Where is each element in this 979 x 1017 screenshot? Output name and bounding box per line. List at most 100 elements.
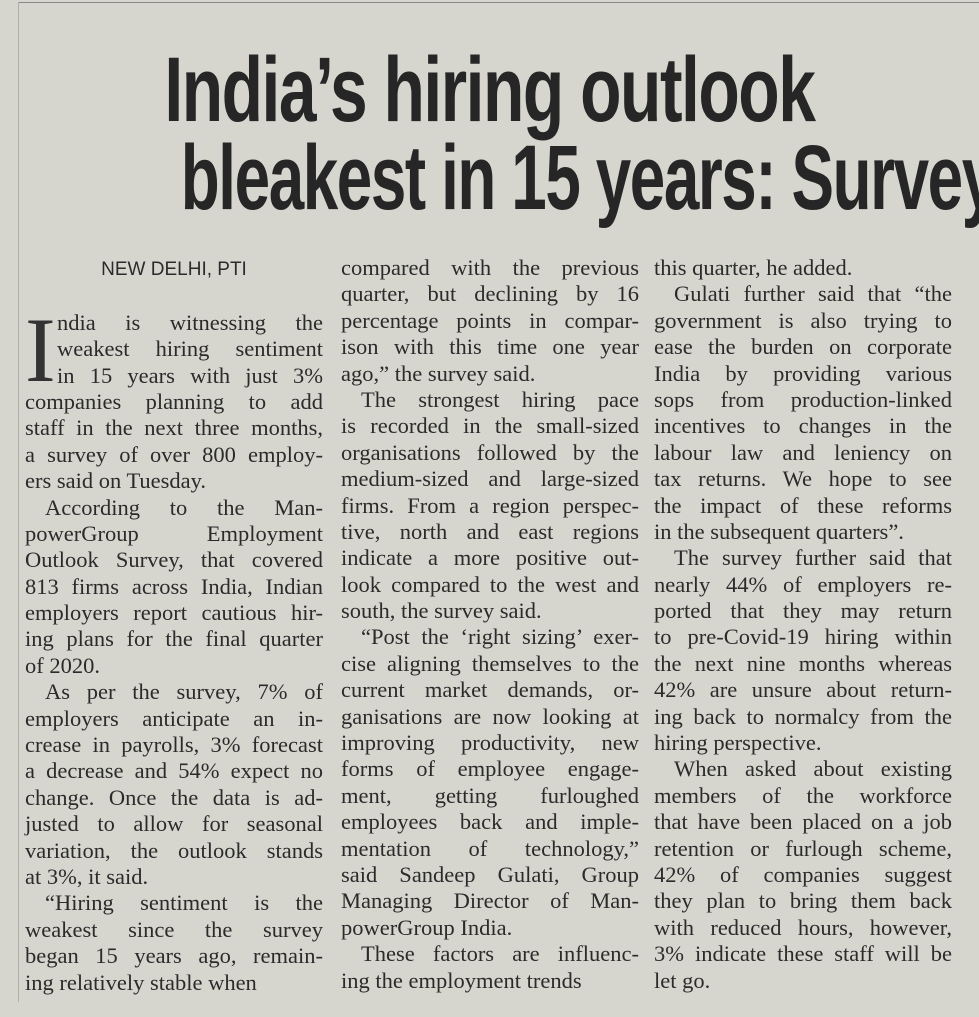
text-line: “Post the ‘right sizing’ exer-: [361, 624, 639, 650]
article-paragraph: When asked about existing members of the …: [654, 756, 952, 994]
text-line: improving productivity, new: [341, 730, 639, 756]
text-line: sops from production-linked: [654, 386, 952, 412]
text-line: in the subsequent quarters”.: [654, 518, 904, 544]
text-line: in 15 years with just 3%: [57, 362, 323, 388]
article-paragraph: this quarter, he added.: [654, 255, 952, 281]
text-line: 3% indicate these staff will be: [654, 941, 952, 967]
text-line: nearly 44% of employers re-: [654, 571, 952, 597]
article-paragraph: “Post the ‘right sizing’ exer-cise align…: [341, 624, 639, 941]
text-line: staff in the next three months,: [25, 415, 323, 441]
text-line: tax returns. We hope to see: [654, 466, 952, 492]
text-line: compared with the previous: [341, 255, 639, 280]
text-line: companies planning to add: [25, 388, 323, 414]
text-line: When asked about existing: [674, 756, 952, 782]
headline-line-2: bleakest in 15 years: Survey: [0, 132, 979, 224]
text-line: “Hiring sentiment is the: [45, 890, 323, 916]
text-line: 813 firms across India, Indian: [25, 573, 323, 599]
text-line: ment, getting furloughed: [341, 782, 639, 808]
text-line: cise aligning themselves to the: [341, 650, 639, 676]
text-line: According to the Man-: [45, 494, 323, 520]
text-line: ers said on Tuesday.: [25, 468, 207, 494]
text-line: ported that they may return: [654, 598, 952, 624]
drop-cap: I: [25, 298, 56, 401]
text-line: quarter, but declining by 16: [341, 281, 639, 307]
text-line: indicate a more positive out-: [341, 545, 639, 571]
text-line: percentage points in compar-: [341, 307, 639, 333]
text-line: As per the survey, 7% of: [45, 679, 323, 705]
article-paragraph: The survey further said that nearly 44% o…: [654, 545, 952, 756]
text-line: India by providing various: [654, 360, 952, 386]
text-line: forms of employee engage-: [341, 756, 639, 782]
text-line: labour law and leniency on: [654, 439, 952, 465]
text-line: ease the burden on corporate: [654, 334, 952, 360]
text-line: south, the survey said.: [341, 598, 542, 624]
text-line: variation, the outlook stands: [25, 837, 323, 863]
article-column-2: compared with the previous quarter, but d…: [341, 255, 639, 994]
text-line: ganisations are now looking at: [341, 703, 639, 729]
text-line: the impact of these reforms: [654, 492, 952, 518]
text-line: began 15 years ago, remain-: [25, 943, 323, 969]
headline-text-2: bleakest in 15 years: Survey: [180, 127, 979, 229]
text-line: weakest hiring sentiment: [57, 336, 323, 362]
text-line: ing relatively stable when: [25, 969, 257, 995]
article-paragraph: These factors are influenc-ing the emplo…: [341, 941, 639, 994]
text-line: medium-sized and large-sized: [341, 466, 639, 492]
text-line: retention or furlough scheme,: [654, 835, 952, 861]
article-paragraph: As per the survey, 7% of employers antici…: [25, 679, 323, 890]
text-line: a decrease and 54% expect no: [25, 758, 323, 784]
page-top-rule: [18, 2, 979, 3]
article-paragraph: compared with the previous quarter, but d…: [341, 255, 639, 387]
article-paragraph: The strongest hiring pace is recorded in …: [341, 387, 639, 625]
text-line: Outlook Survey, that covered: [25, 547, 323, 573]
text-line: change. Once the data is ad-: [25, 784, 323, 810]
text-line: the next nine months whereas: [654, 650, 952, 676]
text-line: organisations followed by the: [341, 439, 639, 465]
text-line: they plan to bring them back: [654, 888, 952, 914]
text-line: said Sandeep Gulati, Group: [341, 861, 639, 887]
text-line: of 2020.: [25, 652, 100, 678]
text-line: ndia is witnessing the: [57, 309, 323, 335]
page-left-rule: [18, 2, 19, 1002]
article-paragraph: According to the Man-powerGroup Employme…: [25, 495, 323, 680]
text-line: 42% are unsure about return-: [654, 677, 952, 703]
text-line: powerGroup India.: [341, 914, 513, 940]
headline-text-1: India’s hiring outlook: [164, 39, 815, 141]
text-line: tive, north and east regions: [341, 518, 639, 544]
text-line: ing back to normalcy from the: [654, 703, 952, 729]
text-line: weakest since the survey: [25, 916, 323, 942]
text-line: mentation of technology,”: [341, 835, 639, 861]
text-line: justed to allow for seasonal: [25, 811, 323, 837]
byline: NEW DELHI, PTI: [101, 259, 247, 280]
text-line: to pre-Covid-19 hiring within: [654, 624, 952, 650]
article-paragraph: Gulati further said that “the government …: [654, 281, 952, 545]
text-line: that have been placed on a job: [654, 809, 952, 835]
headline-line-1: India’s hiring outlook: [0, 44, 979, 136]
text-line: hiring perspective.: [654, 730, 822, 756]
text-line: powerGroup Employment: [25, 520, 323, 546]
text-line: The strongest hiring pace: [361, 386, 639, 412]
text-line: crease in payrolls, 3% forecast: [25, 732, 323, 758]
article-paragraph: “Hiring sentiment is the weakest since th…: [25, 890, 323, 996]
text-line: ing plans for the final quarter: [25, 626, 323, 652]
text-line: this quarter, he added.: [654, 255, 853, 280]
text-line: incentives to changes in the: [654, 413, 952, 439]
text-line: employers report cautious hir-: [25, 600, 323, 626]
text-line: a survey of over 800 employ-: [25, 441, 323, 467]
text-line: ing the employment trends: [341, 967, 582, 993]
text-line: employees back and imple-: [341, 809, 639, 835]
text-line: current market demands, or-: [341, 677, 639, 703]
text-line: with reduced hours, however,: [654, 914, 952, 940]
text-line: let go.: [654, 967, 711, 993]
text-line: 42% of companies suggest: [654, 861, 952, 887]
text-line: at 3%, it said.: [25, 863, 149, 889]
text-line: look compared to the west and: [341, 571, 639, 597]
text-line: employers anticipate an in-: [25, 705, 323, 731]
text-line: The survey further said that: [674, 545, 952, 571]
text-line: is recorded in the small-sized: [341, 413, 639, 439]
text-line: firms. From a region perspec-: [341, 492, 639, 518]
text-line: members of the workforce: [654, 782, 952, 808]
text-line: Gulati further said that “the: [674, 281, 952, 307]
text-line: ago,” the survey said.: [341, 360, 536, 386]
text-line: These factors are influenc-: [361, 941, 639, 967]
